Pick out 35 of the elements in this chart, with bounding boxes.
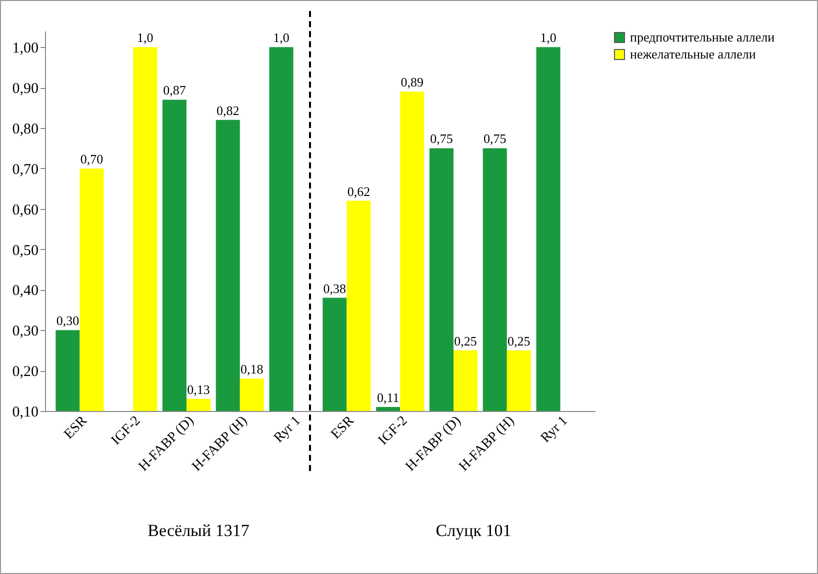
- y-tick-label: 1,00: [12, 40, 38, 57]
- text: Слуцк 101: [434, 521, 512, 541]
- data-label: 0,62: [347, 184, 370, 199]
- data-label: 0,89: [400, 74, 424, 90]
- text: Весёлый 1317: [146, 521, 250, 541]
- y-tick-label: 0,80: [12, 122, 38, 138]
- data-label: 0,30: [56, 313, 80, 328]
- legend-label: предпочтительные аллели: [630, 30, 775, 44]
- data-label: 0,25: [454, 333, 477, 348]
- x-tick-label: ESR: [328, 413, 358, 442]
- y-tick-label: 0,70: [12, 162, 38, 178]
- data-label: 0,38: [323, 280, 346, 296]
- y-tick-label: 0,60: [12, 202, 38, 218]
- y-tick-label: 0,30: [12, 324, 38, 340]
- data-label: 1,0: [540, 30, 556, 46]
- data-label: 1,0: [273, 30, 290, 46]
- data-label: 0,75: [430, 131, 453, 146]
- data-label: 0,70: [80, 151, 104, 166]
- data-label: 0,25: [508, 333, 530, 348]
- data-label: 0,18: [240, 362, 264, 377]
- x-tick-label: Ryr 1: [538, 414, 571, 446]
- data-label: 0,82: [216, 102, 240, 118]
- y-tick-label: 0,90: [12, 81, 38, 98]
- data-label: 0,75: [484, 131, 506, 146]
- x-tick-label: Ryr 1: [271, 414, 304, 446]
- data-label: 0,11: [376, 390, 400, 405]
- y-tick-label: 0,40: [12, 283, 38, 300]
- y-tick-label: 0,10: [12, 404, 38, 420]
- y-tick-label: 0,50: [12, 242, 38, 259]
- x-tick-label: ESR: [62, 413, 91, 442]
- y-tick-label: 0,20: [12, 364, 38, 380]
- data-label: 1,0: [136, 30, 154, 46]
- legend-label: нежелательные аллели: [630, 46, 756, 62]
- data-label: 0,87: [163, 82, 186, 98]
- data-label: 0,13: [187, 382, 210, 397]
